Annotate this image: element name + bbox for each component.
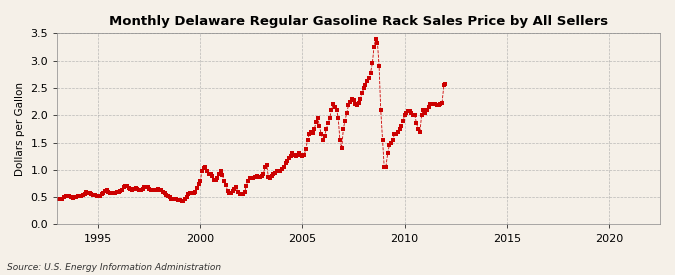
Text: Source: U.S. Energy Information Administration: Source: U.S. Energy Information Administ…: [7, 263, 221, 272]
Title: Monthly Delaware Regular Gasoline Rack Sales Price by All Sellers: Monthly Delaware Regular Gasoline Rack S…: [109, 15, 608, 28]
Y-axis label: Dollars per Gallon: Dollars per Gallon: [15, 82, 25, 176]
